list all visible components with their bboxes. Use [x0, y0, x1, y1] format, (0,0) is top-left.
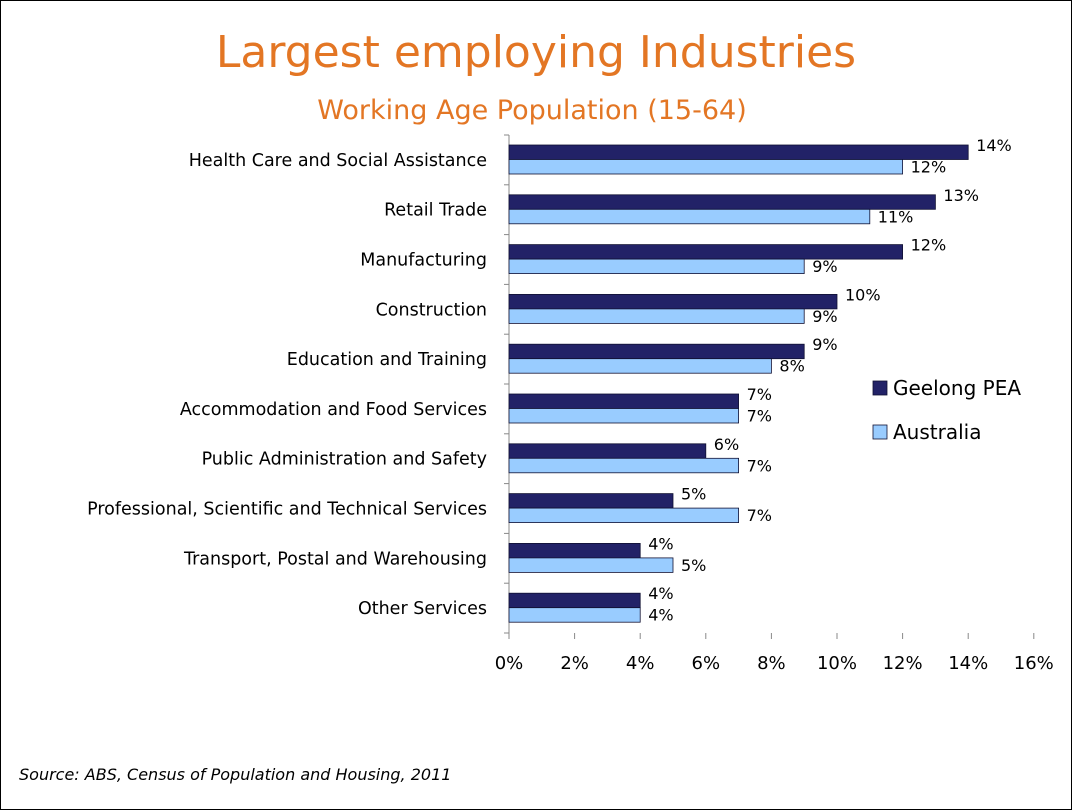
bar-chart: 0% 2% 4% 6% 8% 10% 12% 14% 16% Health Care and So…	[87, 134, 1054, 674]
data-label: 7%	[747, 506, 772, 525]
data-label: 8%	[779, 357, 804, 376]
category-label: Health Care and Social Assistance	[189, 151, 487, 171]
bar-australia	[508, 358, 772, 374]
x-tick-label: 8%	[757, 653, 786, 674]
bar-australia	[508, 208, 871, 225]
bar-geelong	[508, 592, 641, 609]
data-label: 14%	[976, 136, 1012, 155]
slide-subtitle: Working Age Population (15-64)	[317, 95, 747, 126]
category-label: Education and Training	[287, 350, 487, 370]
x-tick-label: 14%	[948, 653, 988, 674]
data-label: 9%	[812, 335, 837, 354]
bar-australia	[508, 308, 805, 324]
data-label: 4%	[648, 606, 673, 625]
data-label: 7%	[747, 407, 772, 426]
bar-australia	[508, 159, 904, 175]
data-label: 6%	[714, 435, 739, 454]
category-label: Other Services	[358, 599, 487, 619]
data-label: 12%	[911, 158, 947, 177]
data-label: 9%	[812, 257, 837, 276]
category-label: Public Administration and Safety	[202, 450, 487, 470]
data-label: 11%	[878, 207, 914, 226]
x-tick-label: 0%	[495, 653, 524, 674]
bar-geelong	[508, 293, 838, 310]
data-label: 10%	[845, 285, 881, 304]
bar-australia	[508, 507, 740, 524]
bar-geelong	[508, 393, 740, 409]
category-label: Manufacturing	[360, 251, 487, 271]
data-label: 7%	[747, 385, 772, 404]
bar-australia	[508, 557, 674, 573]
data-label: 4%	[648, 534, 673, 553]
bar-geelong	[508, 144, 969, 160]
category-label: Retail Trade	[384, 201, 487, 221]
slide-title: Largest employing Industries	[215, 27, 857, 78]
category-label: Accommodation and Food Services	[180, 400, 487, 420]
bar-australia	[508, 607, 641, 623]
category-label: Transport, Postal and Warehousing	[183, 549, 487, 569]
bar-geelong	[508, 543, 641, 559]
x-tick-label: 12%	[883, 653, 923, 674]
x-tick-label: 16%	[1014, 653, 1054, 674]
data-label: 9%	[812, 307, 837, 326]
bar-australia	[508, 457, 740, 474]
bar-australia	[508, 258, 805, 275]
legend-label: Australia	[893, 420, 981, 444]
data-label: 12%	[911, 236, 947, 255]
bar-geelong	[508, 343, 805, 360]
x-tick-label: 6%	[692, 653, 721, 674]
legend-swatch	[872, 424, 888, 440]
legend-swatch	[872, 380, 888, 396]
x-tick-label: 4%	[626, 653, 655, 674]
bar-australia	[508, 408, 740, 424]
bar-geelong	[508, 194, 936, 210]
bar-geelong	[508, 443, 707, 459]
data-label: 13%	[943, 186, 979, 205]
bar-geelong	[508, 493, 674, 509]
x-tick-label: 10%	[817, 653, 857, 674]
data-label: 7%	[747, 456, 772, 475]
category-label: Professional, Scientific and Technical S…	[87, 500, 487, 520]
data-label: 5%	[681, 556, 706, 575]
source-note: Source: ABS, Census of Population and Ho…	[19, 765, 452, 784]
x-tick-label: 2%	[560, 653, 589, 674]
category-label: Construction	[376, 300, 487, 320]
legend-label: Geelong PEA	[893, 376, 1021, 400]
bar-geelong	[508, 244, 904, 260]
data-label: 5%	[681, 485, 706, 504]
data-label: 4%	[648, 584, 673, 603]
